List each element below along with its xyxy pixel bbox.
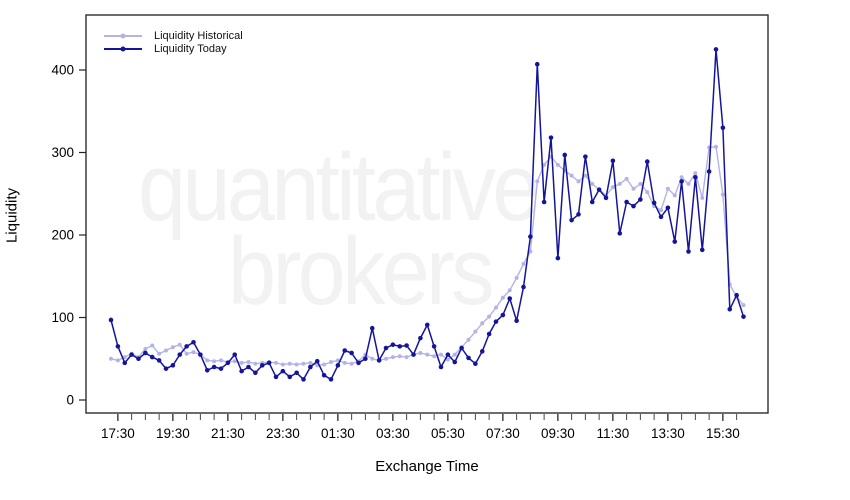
legend-label-historical: Liquidity Historical <box>154 29 243 42</box>
svg-text:05:30: 05:30 <box>431 426 465 441</box>
svg-text:09:30: 09:30 <box>541 426 575 441</box>
legend-label-today: Liquidity Today <box>154 42 227 55</box>
svg-text:200: 200 <box>51 228 74 243</box>
svg-text:21:30: 21:30 <box>211 426 245 441</box>
svg-text:01:30: 01:30 <box>321 426 355 441</box>
svg-text:300: 300 <box>51 145 74 160</box>
svg-text:03:30: 03:30 <box>376 426 410 441</box>
legend-line-marker-today <box>104 46 142 51</box>
svg-text:07:30: 07:30 <box>486 426 520 441</box>
svg-text:11:30: 11:30 <box>596 426 629 441</box>
svg-text:17:30: 17:30 <box>101 426 135 441</box>
svg-text:23:30: 23:30 <box>266 426 300 441</box>
legend-line-marker-historical <box>104 33 142 38</box>
y-axis-title: Liquidity <box>3 187 21 244</box>
svg-text:19:30: 19:30 <box>156 426 190 441</box>
legend-item-today: Liquidity Today <box>104 42 243 55</box>
svg-text:400: 400 <box>51 63 74 78</box>
svg-text:15:30: 15:30 <box>706 426 740 441</box>
svg-text:0: 0 <box>66 393 74 408</box>
svg-text:13:30: 13:30 <box>651 426 685 441</box>
x-axis-title: Exchange Time <box>375 458 479 475</box>
legend-item-historical: Liquidity Historical <box>104 29 243 42</box>
svg-text:100: 100 <box>51 310 74 325</box>
legend: Liquidity Historical Liquidity Today <box>104 29 243 55</box>
